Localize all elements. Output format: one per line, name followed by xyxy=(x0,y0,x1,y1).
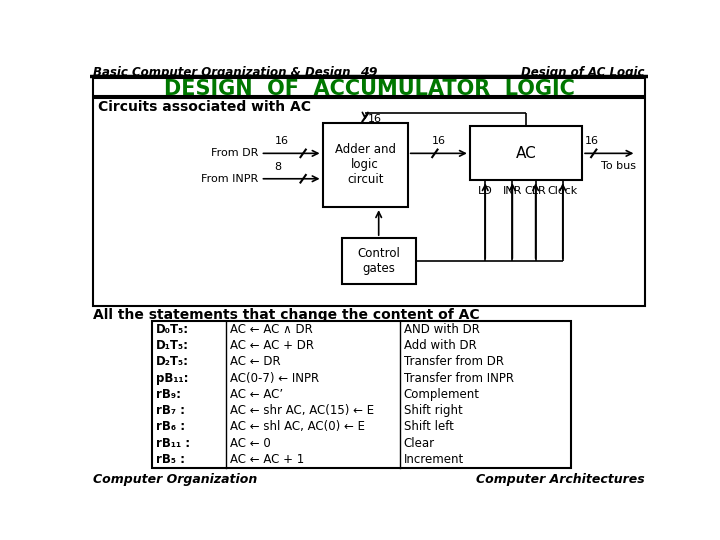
Text: Basic Computer Organization & Design: Basic Computer Organization & Design xyxy=(93,66,351,79)
Text: rB₇ :: rB₇ : xyxy=(156,404,185,417)
Text: Add with DR: Add with DR xyxy=(404,339,477,352)
Text: AC(0-7) ← INPR: AC(0-7) ← INPR xyxy=(230,372,319,384)
Text: AND with DR: AND with DR xyxy=(404,323,480,336)
Text: AC ← AC + DR: AC ← AC + DR xyxy=(230,339,313,352)
Text: 16: 16 xyxy=(585,137,599,146)
Bar xyxy=(93,78,645,96)
Text: AC ← AC + 1: AC ← AC + 1 xyxy=(230,453,304,466)
Bar xyxy=(152,321,570,468)
Text: From DR: From DR xyxy=(211,148,258,158)
Text: pB₁₁:: pB₁₁: xyxy=(156,372,189,384)
Text: Adder and
logic
circuit: Adder and logic circuit xyxy=(335,144,395,186)
Text: Clear: Clear xyxy=(404,437,435,450)
Text: Control
gates: Control gates xyxy=(357,247,400,275)
Text: Complement: Complement xyxy=(404,388,480,401)
Text: INR: INR xyxy=(503,186,522,197)
Text: LD: LD xyxy=(478,186,492,197)
Text: Shift left: Shift left xyxy=(404,420,454,434)
Text: rB₉:: rB₉: xyxy=(156,388,181,401)
Text: Computer Organization: Computer Organization xyxy=(93,473,257,486)
Text: 16: 16 xyxy=(274,137,289,146)
Text: DESIGN  OF  ACCUMULATOR  LOGIC: DESIGN OF ACCUMULATOR LOGIC xyxy=(163,79,575,99)
Text: D₂T₅:: D₂T₅: xyxy=(156,355,189,368)
Text: Computer Architectures: Computer Architectures xyxy=(476,473,645,486)
Text: AC ← shl AC, AC(0) ← E: AC ← shl AC, AC(0) ← E xyxy=(230,420,364,434)
Text: From INPR: From INPR xyxy=(201,174,258,184)
Bar xyxy=(469,126,582,180)
Text: Clock: Clock xyxy=(548,186,578,197)
Text: Design of AC Logic: Design of AC Logic xyxy=(521,66,645,79)
Text: 16: 16 xyxy=(432,137,446,146)
Text: AC: AC xyxy=(516,146,536,161)
Text: Transfer from DR: Transfer from DR xyxy=(404,355,504,368)
Bar xyxy=(323,123,408,207)
Text: 49: 49 xyxy=(360,66,378,79)
Text: Shift right: Shift right xyxy=(404,404,463,417)
Text: To bus: To bus xyxy=(601,161,636,171)
Text: 16: 16 xyxy=(368,114,382,124)
Text: All the statements that change the content of AC: All the statements that change the conte… xyxy=(93,308,480,322)
Text: rB₅ :: rB₅ : xyxy=(156,453,185,466)
Text: D₀T₅:: D₀T₅: xyxy=(156,323,189,336)
Bar xyxy=(342,238,415,284)
Text: rB₁₁ :: rB₁₁ : xyxy=(156,437,190,450)
Text: AC ← 0: AC ← 0 xyxy=(230,437,270,450)
Text: Transfer from INPR: Transfer from INPR xyxy=(404,372,514,384)
Text: CLR: CLR xyxy=(525,186,546,197)
Text: 8: 8 xyxy=(274,162,282,172)
Bar xyxy=(93,98,645,306)
Text: AC ← shr AC, AC(15) ← E: AC ← shr AC, AC(15) ← E xyxy=(230,404,374,417)
Text: AC ← AC ∧ DR: AC ← AC ∧ DR xyxy=(230,323,312,336)
Text: Increment: Increment xyxy=(404,453,464,466)
Text: AC ← DR: AC ← DR xyxy=(230,355,280,368)
Text: D₁T₅:: D₁T₅: xyxy=(156,339,189,352)
Text: rB₆ :: rB₆ : xyxy=(156,420,185,434)
Text: AC ← AC’: AC ← AC’ xyxy=(230,388,283,401)
Text: Circuits associated with AC: Circuits associated with AC xyxy=(98,100,311,114)
